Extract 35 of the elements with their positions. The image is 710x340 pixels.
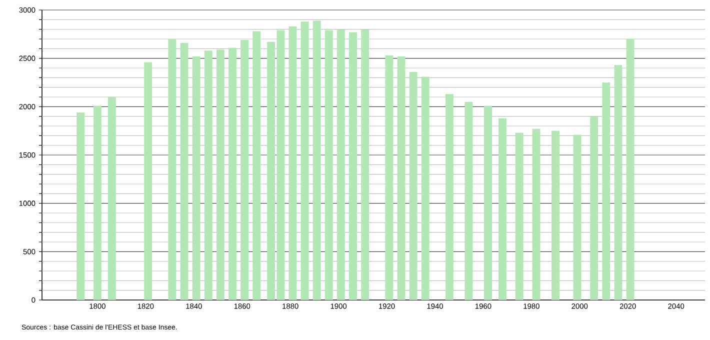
bar — [300, 22, 309, 300]
bar — [361, 29, 370, 300]
bar — [216, 50, 224, 300]
bar — [228, 48, 236, 300]
bar — [168, 38, 176, 300]
bar — [515, 132, 524, 300]
bar — [240, 40, 248, 300]
bar — [144, 62, 152, 300]
bar — [409, 72, 418, 300]
bar — [602, 82, 610, 300]
bar — [180, 42, 188, 300]
bar — [626, 38, 634, 300]
bar — [532, 128, 540, 300]
bar — [445, 94, 454, 300]
bar — [590, 116, 598, 300]
bar — [108, 96, 116, 300]
bar — [498, 118, 506, 300]
bar — [93, 106, 102, 300]
bar — [464, 102, 473, 300]
bar — [349, 32, 357, 300]
bar — [385, 55, 394, 300]
bar — [614, 65, 622, 300]
bar — [312, 20, 321, 300]
bar — [336, 29, 345, 300]
bar — [204, 50, 212, 300]
bar — [252, 31, 261, 300]
bar — [421, 76, 430, 300]
bar — [573, 134, 582, 300]
bar — [76, 112, 85, 300]
bar — [484, 106, 492, 300]
bar — [397, 56, 406, 300]
bar — [288, 26, 297, 300]
bar — [192, 56, 200, 300]
bar — [324, 30, 333, 300]
bar — [552, 130, 560, 300]
